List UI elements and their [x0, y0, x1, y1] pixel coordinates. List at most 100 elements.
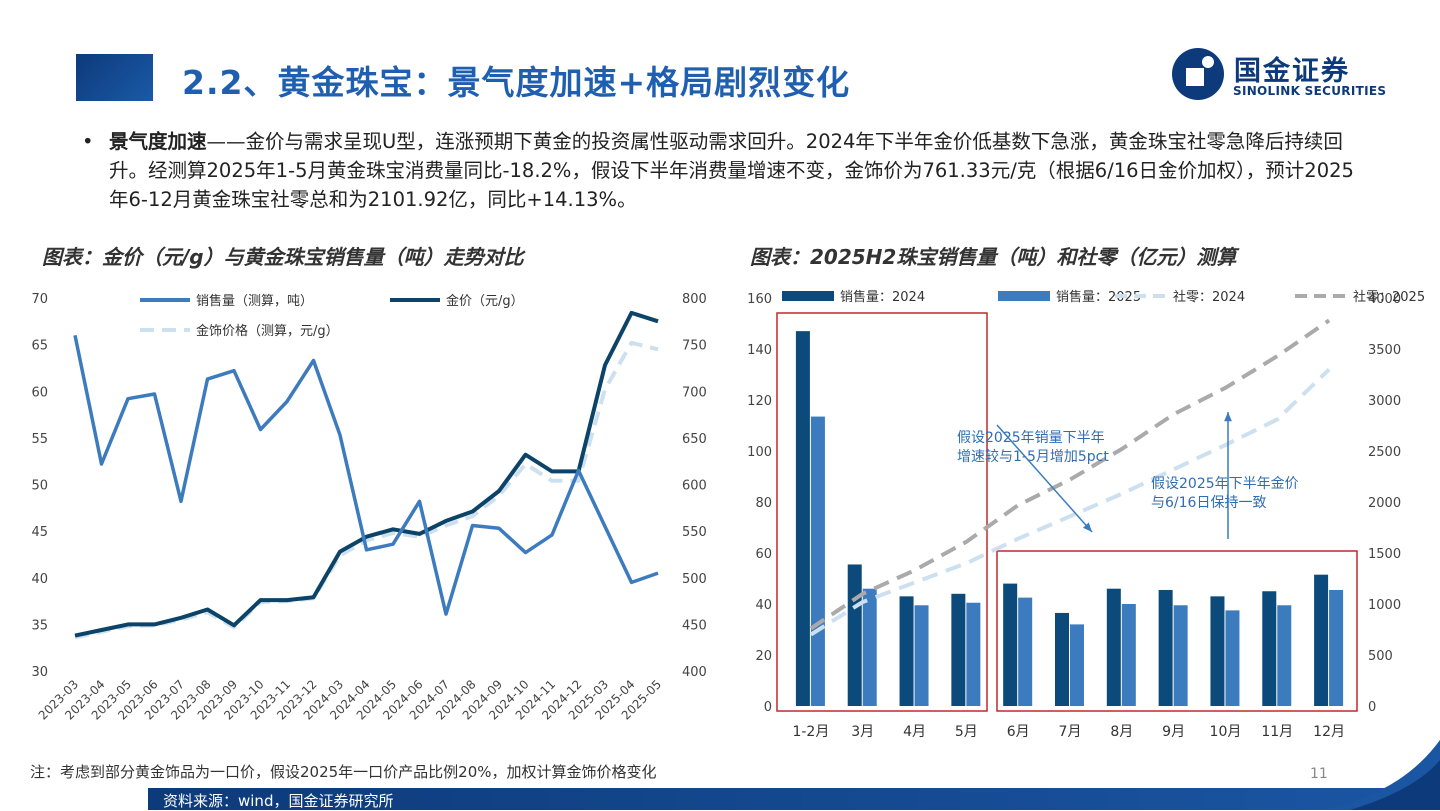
y-right-tick-label: 0 — [1368, 700, 1376, 715]
key-point-body: ——金价与需求呈现U型，连涨预期下黄金的投资属性驱动需求回升。2024年下半年金… — [109, 130, 1354, 211]
y-left-tick-label: 50 — [31, 479, 48, 494]
y-right-tick-label: 700 — [682, 385, 707, 400]
bar — [1003, 583, 1018, 706]
annotation-text: 假设2025年下半年金价 — [1151, 476, 1299, 492]
y-right-tick-label: 4000 — [1368, 292, 1401, 307]
logo-english-name: SINOLINK SECURITIES — [1233, 84, 1387, 98]
y-left-tick-label: 20 — [755, 649, 772, 664]
y-right-tick-label: 600 — [682, 479, 707, 494]
annotation-arrowhead — [1082, 522, 1092, 532]
group-box-h2 — [996, 550, 1358, 712]
y-left-tick-label: 40 — [31, 572, 48, 587]
y-right-tick-label: 400 — [682, 665, 707, 680]
header-accent-block — [76, 54, 153, 101]
bar — [966, 602, 981, 706]
series-line — [73, 334, 659, 616]
y-right-tick-label: 550 — [682, 525, 707, 540]
y-left-tick-label: 45 — [31, 525, 48, 540]
y-right-tick-label: 500 — [1368, 649, 1393, 664]
y-right-tick-label: 2500 — [1368, 445, 1401, 460]
y-left-tick-label: 140 — [747, 343, 772, 358]
legend-label: 社零：2024 — [1173, 289, 1245, 305]
y-left-tick-label: 0 — [764, 700, 772, 715]
y-left-tick-label: 160 — [747, 292, 772, 307]
page-number: 11 — [1310, 766, 1328, 782]
logo-mark-icon — [1172, 48, 1224, 100]
x-category-label: 7月 — [1059, 724, 1082, 740]
legend-label: 销售量（测算，吨） — [196, 293, 313, 309]
bar — [1070, 624, 1084, 706]
bullet-dot: • — [82, 130, 94, 153]
key-point-text: 景气度加速——金价与需求呈现U型，连涨预期下黄金的投资属性驱动需求回升。2024… — [109, 127, 1369, 214]
annotation-text: 与6/16日保持一致 — [1151, 495, 1266, 511]
sinolink-logo: 国金证券 SINOLINK SECURITIES — [1170, 46, 1410, 102]
bar — [847, 564, 862, 706]
y-right-tick-label: 750 — [682, 339, 707, 354]
y-left-tick-label: 70 — [31, 292, 48, 307]
x-category-label: 6月 — [1007, 724, 1030, 740]
source-text: 资料来源：wind，国金证券研究所 — [163, 792, 394, 810]
legend-label: 销售量：2024 — [840, 289, 925, 305]
y-left-tick-label: 100 — [747, 445, 772, 460]
right-figure-title: 图表：2025H2珠宝销售量（吨）和社零（亿元）测算 — [750, 245, 1237, 269]
y-right-tick-label: 650 — [682, 432, 707, 447]
bar — [899, 596, 914, 706]
y-left-tick-label: 65 — [31, 339, 48, 354]
x-category-label: 12月 — [1313, 724, 1345, 740]
page-title: 2.2、黄金珠宝：景气度加速+格局剧烈变化 — [182, 63, 851, 102]
y-left-tick-label: 120 — [747, 394, 772, 409]
x-category-label: 4月 — [903, 724, 926, 740]
annotation-arrowhead — [1224, 412, 1232, 422]
y-left-tick-label: 40 — [755, 598, 772, 613]
bar — [1262, 591, 1277, 706]
y-right-tick-label: 2000 — [1368, 496, 1401, 511]
footnote: 注：考虑到部分黄金饰品为一口价，假设2025年一口价产品比例20%，加权计算金饰… — [30, 763, 657, 781]
bar — [795, 331, 810, 706]
key-point-bold: 景气度加速 — [109, 130, 207, 153]
bar — [1314, 574, 1329, 706]
bar — [862, 588, 877, 706]
annotation-text: 假设2025年销量下半年 — [957, 430, 1105, 446]
legend-swatch — [782, 291, 834, 301]
left-figure-title: 图表：金价（元/g）与黄金珠宝销售量（吨）走势对比 — [42, 245, 524, 269]
x-category-label: 8月 — [1110, 724, 1133, 740]
y-left-tick-label: 55 — [31, 432, 48, 447]
legend-label: 金价（元/g） — [446, 293, 524, 309]
source-bar — [148, 788, 1440, 810]
legend-label: 销售量：2025 — [1056, 289, 1141, 305]
legend-label: 社零：2025 — [1353, 289, 1425, 305]
y-left-tick-label: 35 — [31, 618, 48, 633]
bar — [810, 416, 825, 706]
x-category-label: 10月 — [1210, 724, 1242, 740]
logo-chinese-name: 国金证券 — [1234, 56, 1350, 87]
bar — [951, 593, 966, 706]
bar — [1018, 597, 1033, 706]
y-left-tick-label: 80 — [755, 496, 772, 511]
x-category-label: 1-2月 — [792, 724, 829, 740]
y-right-tick-label: 500 — [682, 572, 707, 587]
y-right-tick-label: 1500 — [1368, 547, 1401, 562]
bar — [1106, 588, 1121, 706]
legend-swatch — [998, 291, 1050, 301]
bar — [1121, 604, 1136, 706]
bar — [1210, 596, 1225, 706]
legend-label: 金饰价格（测算，元/g） — [196, 323, 339, 339]
y-left-tick-label: 30 — [31, 665, 48, 680]
annotation-text: 增速较与1-5月增加5pct — [957, 449, 1109, 465]
jewelry-sales-retail-bar-chart: 0 20 40 60 80 100 120 140 160 0 500 1000 1500 2000 250… — [747, 289, 1425, 740]
series-line — [74, 310, 659, 638]
x-category-label: 9月 — [1162, 724, 1185, 740]
group-box-h1 — [776, 312, 988, 712]
bar — [1225, 610, 1240, 706]
bar — [1173, 605, 1188, 706]
corner-decoration — [1320, 740, 1440, 810]
y-right-tick-label: 3000 — [1368, 394, 1401, 409]
y-right-tick-label: 1000 — [1368, 598, 1401, 613]
bar — [1329, 589, 1344, 706]
bar — [1055, 612, 1069, 706]
x-category-label: 3月 — [851, 724, 874, 740]
series-line — [809, 318, 1331, 631]
bar — [1277, 605, 1292, 706]
gold-price-sales-line-chart: 30 35 40 45 50 55 60 65 70 400 450 500 550 600 650 700 7… — [31, 292, 707, 723]
y-right-tick-label: 3500 — [1368, 343, 1401, 358]
